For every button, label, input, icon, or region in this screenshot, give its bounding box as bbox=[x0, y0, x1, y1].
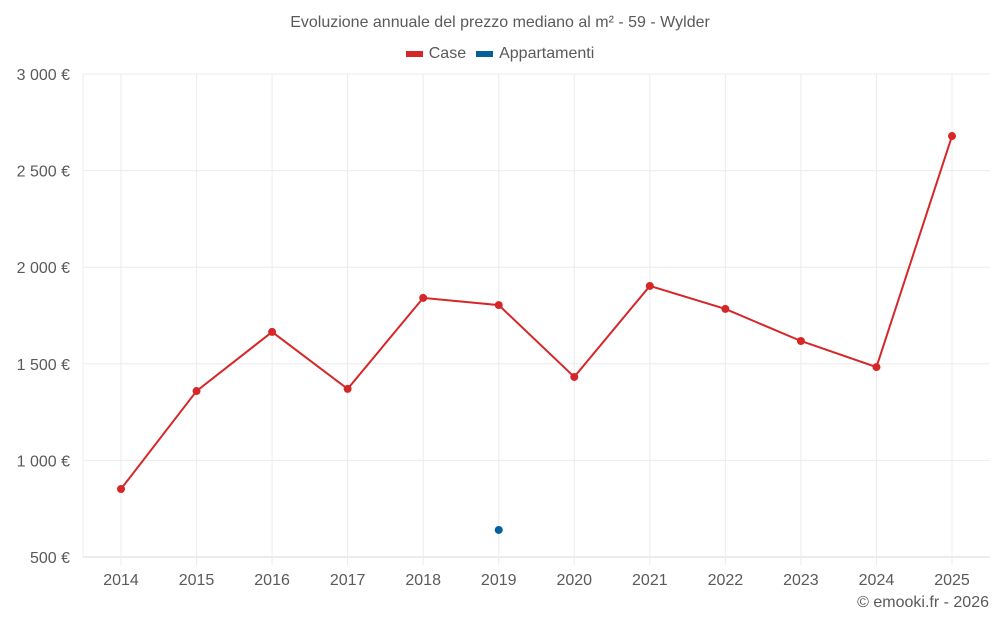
y-tick-label: 1 000 € bbox=[17, 453, 70, 470]
x-tick-label: 2017 bbox=[330, 572, 366, 589]
data-point-case bbox=[948, 132, 956, 141]
x-tick-label: 2021 bbox=[632, 572, 668, 589]
x-tick-label: 2023 bbox=[783, 572, 819, 589]
data-point-case bbox=[645, 281, 654, 290]
legend-label-appartamenti: Appartamenti bbox=[499, 45, 595, 62]
x-tick-label: 2015 bbox=[179, 572, 215, 589]
y-tick-label: 2 000 € bbox=[17, 260, 70, 277]
data-point-case bbox=[268, 327, 277, 336]
y-tick-label: 3 000 € bbox=[17, 67, 70, 84]
data-point-case bbox=[494, 301, 503, 310]
data-point-case bbox=[419, 293, 428, 302]
y-tick-label: 500 € bbox=[30, 550, 70, 567]
x-tick-label: 2014 bbox=[103, 572, 139, 589]
x-tick-label: 2024 bbox=[859, 572, 895, 589]
data-point-case bbox=[192, 387, 201, 396]
series-line-case bbox=[120, 135, 953, 490]
y-tick-label: 1 500 € bbox=[17, 357, 70, 374]
x-tick-label: 2018 bbox=[405, 572, 441, 589]
data-point-case bbox=[343, 384, 352, 393]
legend: Case Appartamenti bbox=[0, 45, 1000, 63]
data-point-case bbox=[796, 337, 805, 346]
data-point-case bbox=[570, 372, 579, 381]
x-tick-label: 2025 bbox=[934, 572, 970, 589]
legend-item-case[interactable]: Case bbox=[405, 45, 467, 63]
y-tick-label: 2 500 € bbox=[17, 164, 70, 181]
legend-swatch-appartamenti bbox=[476, 51, 494, 57]
legend-swatch-case bbox=[405, 51, 423, 57]
legend-label-case: Case bbox=[428, 45, 467, 62]
data-point-appartamenti bbox=[494, 525, 503, 534]
x-tick-label: 2022 bbox=[708, 572, 744, 589]
credit-text: © emooki.fr - 2026 bbox=[857, 594, 989, 611]
chart-title: Evoluzione annuale del prezzo mediano al… bbox=[290, 14, 710, 31]
data-point-case bbox=[872, 363, 881, 372]
x-tick-label: 2019 bbox=[481, 572, 517, 589]
x-tick-label: 2020 bbox=[556, 572, 592, 589]
data-point-case bbox=[117, 484, 125, 493]
data-point-case bbox=[721, 304, 730, 313]
x-tick-label: 2016 bbox=[254, 572, 290, 589]
legend-item-appartamenti[interactable]: Appartamenti bbox=[476, 45, 594, 63]
